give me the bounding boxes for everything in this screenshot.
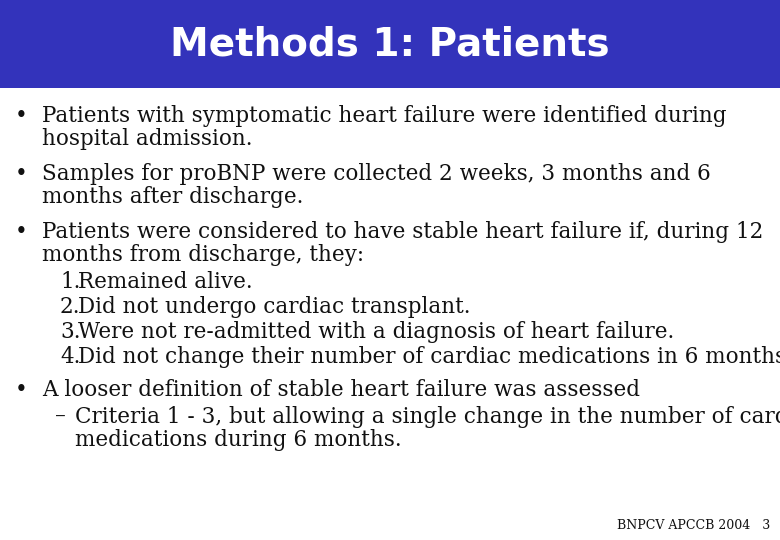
Text: •: • xyxy=(15,379,28,401)
Text: Did not change their number of cardiac medications in 6 months.: Did not change their number of cardiac m… xyxy=(78,346,780,368)
Text: BNPCV APCCB 2004   3: BNPCV APCCB 2004 3 xyxy=(617,519,770,532)
Text: Methods 1: Patients: Methods 1: Patients xyxy=(170,25,610,63)
Text: 4.: 4. xyxy=(60,346,80,368)
Text: Patients with symptomatic heart failure were identified during: Patients with symptomatic heart failure … xyxy=(42,105,727,127)
Text: 2.: 2. xyxy=(60,296,80,318)
Text: months from discharge, they:: months from discharge, they: xyxy=(42,244,364,266)
Text: Remained alive.: Remained alive. xyxy=(78,271,253,293)
Text: medications during 6 months.: medications during 6 months. xyxy=(75,429,402,451)
Text: Were not re-admitted with a diagnosis of heart failure.: Were not re-admitted with a diagnosis of… xyxy=(78,321,674,343)
Text: hospital admission.: hospital admission. xyxy=(42,128,253,150)
Text: •: • xyxy=(15,221,28,243)
Text: 3.: 3. xyxy=(60,321,80,343)
Text: –: – xyxy=(55,406,66,428)
Text: A looser definition of stable heart failure was assessed: A looser definition of stable heart fail… xyxy=(42,379,640,401)
Text: Criteria 1 - 3, but allowing a single change in the number of cardiac: Criteria 1 - 3, but allowing a single ch… xyxy=(75,406,780,428)
Bar xyxy=(0,0,780,88)
Text: Did not undergo cardiac transplant.: Did not undergo cardiac transplant. xyxy=(78,296,470,318)
Text: 1.: 1. xyxy=(60,271,80,293)
Text: •: • xyxy=(15,105,28,127)
Text: •: • xyxy=(15,163,28,185)
Text: months after discharge.: months after discharge. xyxy=(42,186,303,208)
Text: Samples for proBNP were collected 2 weeks, 3 months and 6: Samples for proBNP were collected 2 week… xyxy=(42,163,711,185)
Text: Patients were considered to have stable heart failure if, during 12: Patients were considered to have stable … xyxy=(42,221,764,243)
